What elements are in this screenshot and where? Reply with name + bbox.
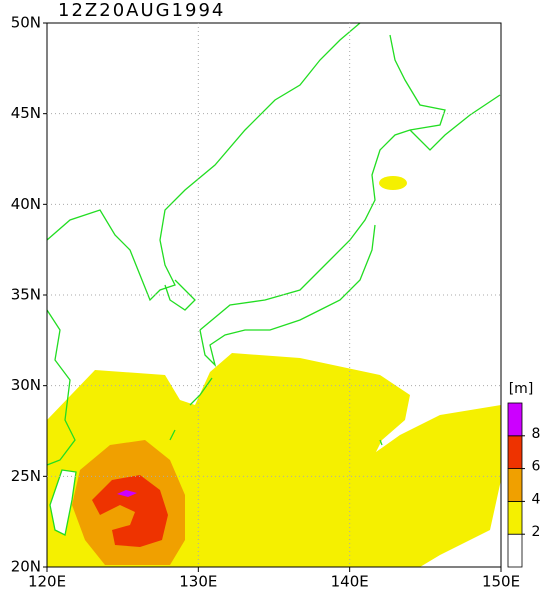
coastline <box>409 94 501 151</box>
x-tick-label: 150E <box>482 573 520 591</box>
colorbar-label: 4 <box>532 491 541 507</box>
y-tick-label: 20N <box>11 558 41 576</box>
map-title: 12Z20AUG1994 <box>58 0 225 21</box>
colorbar-swatch <box>507 402 523 437</box>
coastline <box>199 34 446 331</box>
coastline <box>46 22 361 302</box>
coastline <box>169 377 383 446</box>
y-tick-label: 40N <box>11 195 41 213</box>
colorbar-unit: [m] <box>509 381 534 397</box>
y-tick-label: 50N <box>11 14 41 32</box>
wave-height-field <box>47 176 501 567</box>
x-tick-label: 130E <box>179 573 217 591</box>
colorbar-label: 6 <box>532 459 541 475</box>
colorbar-label: 2 <box>532 524 541 540</box>
red-region <box>92 475 168 547</box>
coastline <box>46 309 76 466</box>
coastlines <box>46 22 501 536</box>
x-tick-label: 120E <box>28 573 66 591</box>
y-tick-label: 30N <box>11 376 41 394</box>
colorbar-swatch <box>507 435 523 469</box>
magenta-region <box>117 490 137 497</box>
y-tick-label: 25N <box>11 467 41 485</box>
coastline <box>164 279 196 311</box>
coastline <box>199 224 376 368</box>
coastline <box>49 469 77 536</box>
colorbar-swatch <box>507 468 523 502</box>
yellow-patch <box>379 176 407 190</box>
colorbar-swatch <box>507 500 523 535</box>
y-tick-label: 35N <box>11 286 41 304</box>
y-tick-label: 45N <box>11 104 41 122</box>
colorbar-label: 8 <box>532 426 541 442</box>
colorbar-swatch <box>507 533 523 568</box>
x-tick-label: 140E <box>331 573 369 591</box>
